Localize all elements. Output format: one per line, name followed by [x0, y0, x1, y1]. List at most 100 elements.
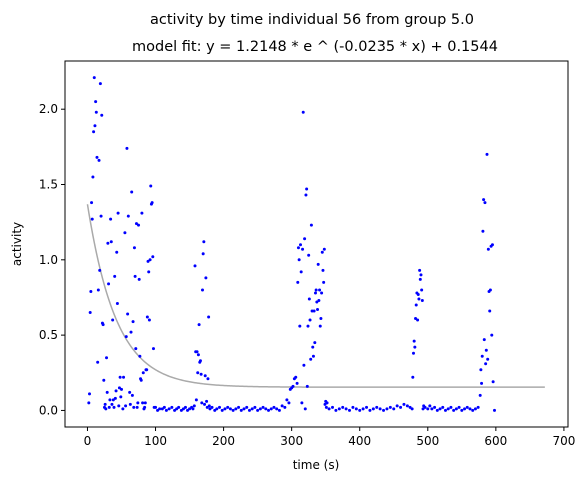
data-point [95, 155, 99, 159]
data-point [200, 401, 204, 405]
data-point [438, 407, 442, 411]
data-point [115, 301, 119, 305]
data-point [90, 201, 94, 205]
data-point [143, 401, 147, 405]
data-point [299, 270, 303, 274]
data-point [433, 405, 437, 409]
data-point [197, 323, 201, 327]
data-point [322, 280, 326, 284]
data-point [402, 402, 406, 406]
data-point [375, 405, 379, 409]
data-point [234, 407, 238, 411]
data-point [488, 309, 492, 313]
data-point [132, 405, 136, 409]
x-tick-label: 700 [552, 434, 575, 448]
data-point [280, 404, 284, 408]
data-point [119, 395, 123, 399]
data-point [320, 291, 324, 295]
y-tick-label: 1.0 [39, 253, 58, 267]
data-point [110, 402, 114, 406]
data-point [103, 402, 107, 406]
data-point [443, 408, 447, 412]
data-point [196, 353, 200, 357]
data-point [87, 401, 91, 405]
data-point [148, 258, 152, 262]
data-point [137, 223, 141, 227]
data-point [331, 405, 334, 409]
data-point [94, 100, 98, 104]
data-point [220, 408, 224, 412]
data-point [452, 408, 456, 412]
data-point [149, 184, 153, 188]
data-point [309, 223, 313, 227]
data-point [116, 211, 120, 215]
data-point [305, 187, 309, 191]
data-point [112, 405, 116, 409]
data-point [113, 396, 117, 400]
data-point [471, 408, 475, 412]
data-point [108, 398, 112, 402]
data-point [111, 318, 115, 322]
data-point [490, 243, 494, 247]
data-point [147, 318, 151, 322]
data-point [414, 303, 418, 307]
data-point [317, 298, 321, 302]
data-point [239, 408, 243, 412]
data-point [203, 402, 207, 406]
data-point [300, 401, 304, 405]
data-point [304, 193, 308, 197]
data-point [96, 288, 100, 292]
data-point [313, 291, 317, 295]
data-point [337, 407, 341, 411]
data-point [132, 246, 136, 250]
data-point [164, 408, 168, 412]
x-axis: 0 100 200 300 400 500 600 700 [84, 427, 575, 448]
data-point [192, 404, 196, 408]
data-point [131, 320, 135, 324]
x-tick-label: 100 [144, 434, 167, 448]
data-point [341, 405, 345, 409]
data-point [97, 158, 101, 162]
data-point [129, 330, 133, 334]
data-point [140, 211, 144, 215]
data-point [145, 315, 149, 319]
data-point [109, 240, 113, 244]
y-tick-label: 0.5 [39, 328, 58, 342]
data-point [105, 390, 109, 394]
data-point [115, 250, 119, 254]
y-axis-label: activity [10, 222, 24, 266]
data-point [204, 276, 208, 280]
y-tick-label: 0.0 [39, 403, 58, 417]
x-tick-label: 300 [280, 434, 303, 448]
data-point [223, 407, 227, 411]
data-point [124, 335, 128, 339]
data-point [392, 407, 396, 411]
y-tick-label: 2.0 [39, 102, 58, 116]
data-point [388, 405, 392, 409]
data-point [226, 405, 230, 409]
data-point [291, 384, 295, 388]
data-point [261, 405, 265, 409]
data-point [272, 405, 276, 409]
data-point [88, 311, 92, 315]
data-point [137, 277, 141, 281]
data-point [490, 333, 494, 337]
data-point [193, 264, 197, 268]
data-point [484, 348, 488, 352]
data-point [296, 246, 300, 250]
data-point [416, 292, 420, 296]
data-point [418, 268, 422, 272]
data-point [320, 250, 324, 254]
data-point [476, 405, 480, 409]
data-point [247, 408, 251, 412]
data-point [481, 229, 485, 233]
data-point [203, 374, 207, 378]
data-point [92, 76, 96, 80]
data-point [92, 130, 96, 134]
data-point [256, 408, 260, 412]
data-point [183, 405, 187, 409]
data-point [98, 82, 102, 86]
data-point [361, 407, 365, 411]
data-point [492, 408, 496, 412]
